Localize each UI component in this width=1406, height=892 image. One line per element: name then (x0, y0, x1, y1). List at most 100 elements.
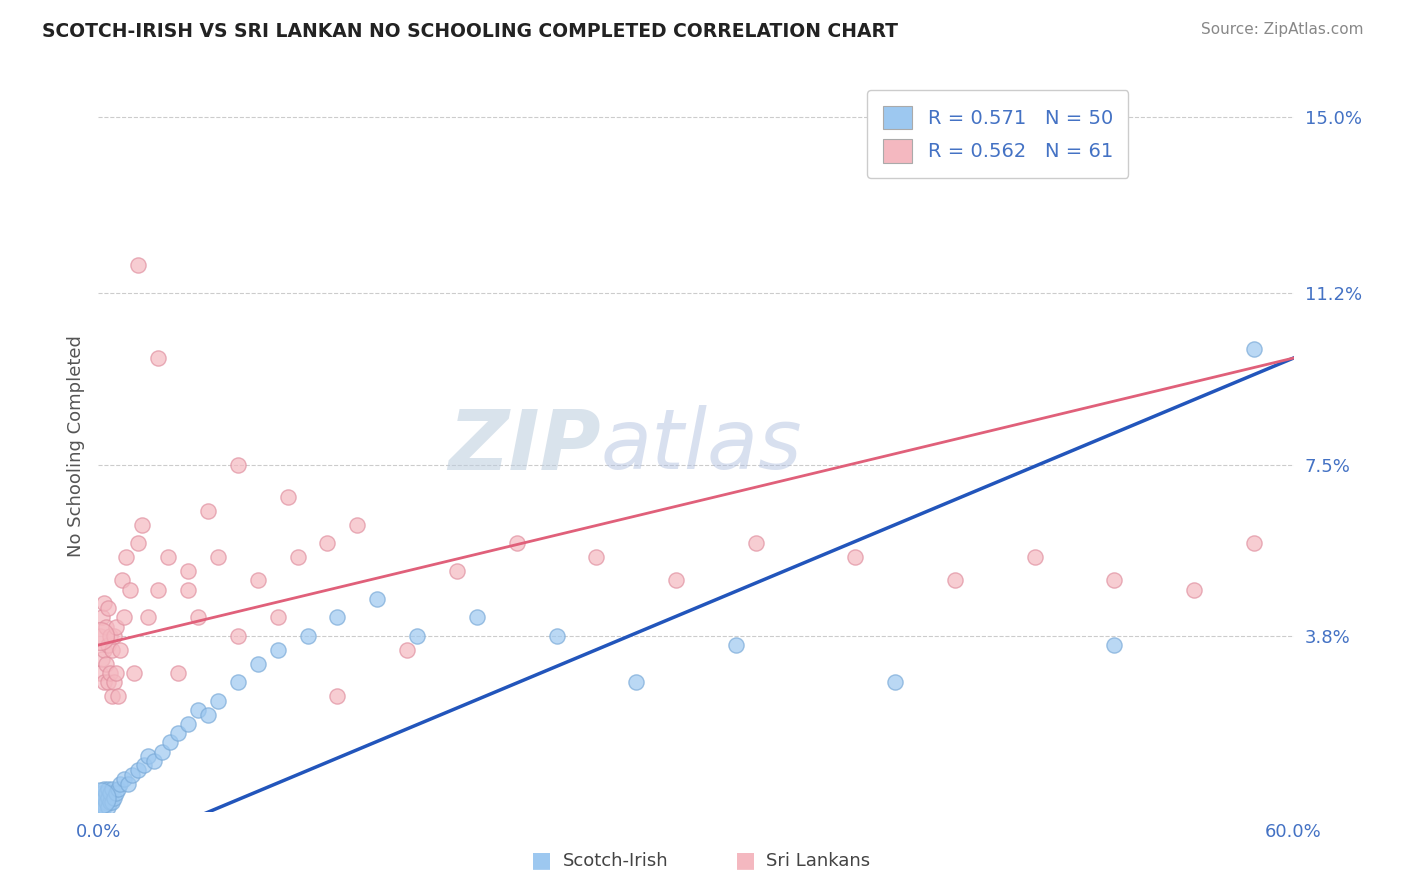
Point (93, 800, 115, 814)
Point (91, 610, 114, 624)
Point (745, 536, 768, 550)
Point (110, 642, 132, 657)
Point (96, 619, 118, 633)
Point (93, 790, 115, 805)
Point (101, 781, 124, 796)
Point (98, 786, 122, 800)
Point (177, 564, 200, 578)
Point (105, 619, 128, 633)
Point (167, 726, 190, 740)
Point (226, 458, 249, 472)
Text: ■: ■ (531, 850, 551, 870)
Point (943, 574, 966, 588)
Point (89, 629, 111, 643)
Point (267, 642, 290, 657)
Point (97, 638, 120, 652)
Point (177, 582, 200, 597)
Point (105, 786, 128, 800)
Point (585, 550, 607, 565)
Point (96, 786, 118, 800)
Point (89, 790, 111, 805)
Point (246, 657, 269, 671)
Point (91, 800, 114, 814)
Point (89, 790, 111, 805)
Point (91, 796, 114, 810)
Text: ■: ■ (735, 850, 755, 870)
Point (197, 504, 219, 518)
Point (89, 629, 111, 643)
Point (97, 800, 120, 814)
Point (107, 781, 129, 796)
Point (101, 642, 124, 657)
Point (89, 665, 111, 680)
Legend: R = 0.571   N = 50, R = 0.562   N = 61: R = 0.571 N = 50, R = 0.562 N = 61 (868, 90, 1129, 178)
Point (1024, 550, 1046, 565)
Point (93, 781, 115, 796)
Point (101, 796, 124, 810)
Point (134, 758, 156, 772)
Point (1104, 638, 1126, 652)
Point (93, 596, 115, 610)
Point (267, 610, 290, 624)
Text: ZIP: ZIP (447, 406, 600, 486)
Point (143, 754, 166, 768)
Point (112, 610, 135, 624)
Point (150, 745, 173, 759)
Point (136, 749, 159, 764)
Point (1243, 536, 1265, 550)
Point (297, 629, 319, 643)
Point (446, 564, 468, 578)
Point (103, 675, 125, 690)
Point (316, 536, 339, 550)
Point (91, 652, 114, 666)
Point (326, 689, 349, 703)
Point (127, 259, 149, 273)
Point (148, 351, 170, 365)
Point (124, 665, 146, 680)
Text: Sri Lankans: Sri Lankans (766, 852, 870, 870)
Point (884, 675, 907, 690)
Point (724, 638, 747, 652)
Point (96, 796, 118, 810)
Point (121, 767, 143, 781)
Point (277, 490, 299, 504)
Point (127, 536, 149, 550)
Point (97, 790, 120, 805)
Point (97, 675, 120, 690)
Point (406, 629, 429, 643)
Point (226, 675, 249, 690)
Point (226, 629, 249, 643)
Point (1182, 582, 1205, 597)
Point (246, 574, 269, 588)
Point (187, 703, 209, 717)
Point (111, 574, 134, 588)
Point (127, 763, 149, 777)
Point (159, 735, 181, 749)
Point (103, 629, 125, 643)
Point (98, 629, 122, 643)
Point (103, 790, 125, 805)
Point (148, 582, 170, 597)
Point (136, 610, 159, 624)
Y-axis label: No Schooling Completed: No Schooling Completed (66, 335, 84, 557)
Point (131, 517, 153, 532)
Point (197, 707, 219, 722)
Point (89, 796, 111, 810)
Point (117, 777, 139, 791)
Text: Source: ZipAtlas.com: Source: ZipAtlas.com (1201, 22, 1364, 37)
Point (97, 781, 120, 796)
Point (120, 582, 142, 597)
Text: atlas: atlas (600, 406, 801, 486)
Text: SCOTCH-IRISH VS SRI LANKAN NO SCHOOLING COMPLETED CORRELATION CHART: SCOTCH-IRISH VS SRI LANKAN NO SCHOOLING … (42, 22, 898, 41)
Point (157, 550, 180, 565)
Point (167, 665, 190, 680)
Point (396, 642, 419, 657)
Point (101, 689, 124, 703)
Point (546, 629, 568, 643)
Point (98, 796, 122, 810)
Point (89, 800, 111, 814)
Point (506, 536, 529, 550)
Point (187, 610, 209, 624)
Point (844, 550, 866, 565)
Point (1243, 342, 1265, 356)
